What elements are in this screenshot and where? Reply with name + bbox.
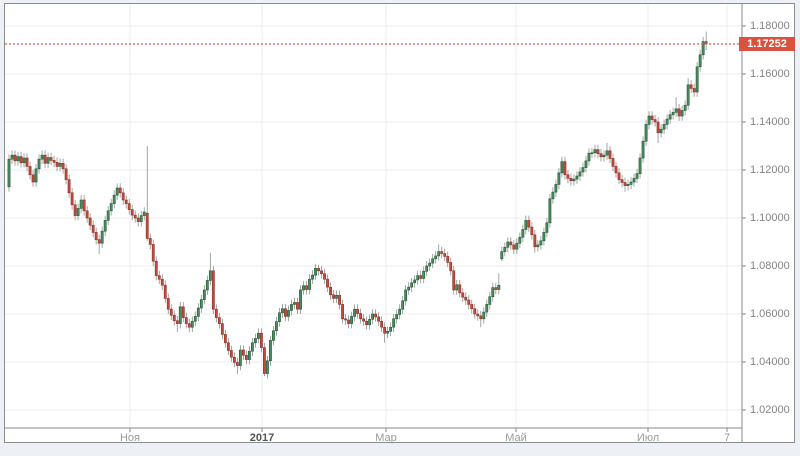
chart-widget: 1.17252 1.18000 1.16000 1.14000 1.12000 1.10… [4,3,795,444]
x-axis-label: Май [505,432,527,444]
y-axis-label: 1.12000 [750,164,790,176]
axes [5,4,746,442]
x-axis-label: 2017 [249,432,275,444]
y-axis-label: 1.06000 [750,308,790,320]
y-axis-label: 1.18000 [750,20,790,32]
candle-bodies [7,41,708,374]
y-axis-label: 1.04000 [750,356,790,368]
x-axis-label: 7 [723,432,731,444]
candlestick-chart[interactable] [5,4,794,442]
y-axis-label: 1.16000 [750,68,790,80]
x-axis-label: Ноя [119,432,141,444]
y-axis-label: 1.02000 [750,404,790,416]
y-axis-label: 1.14000 [750,116,790,128]
y-axis-label: 1.10000 [750,212,790,224]
y-axis-label: 1.08000 [750,260,790,272]
x-axis-label: Мар [375,432,397,444]
last-price-badge: 1.17252 [739,36,795,51]
candle-wicks [8,31,707,379]
x-axis-label: Июл [636,432,660,444]
gridlines [5,4,742,428]
